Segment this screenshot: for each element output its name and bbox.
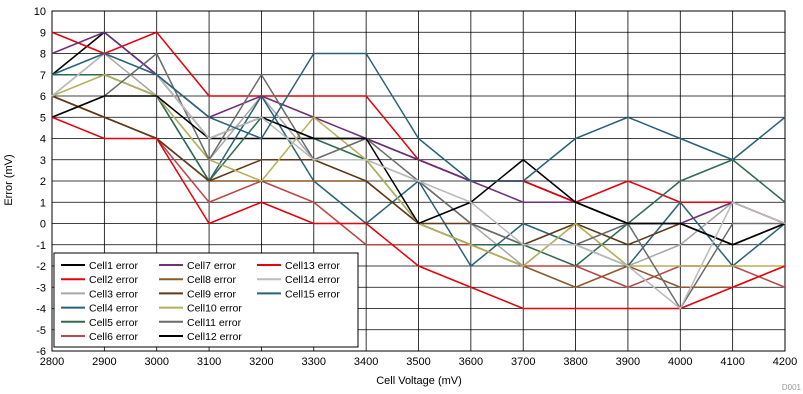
y-tick-label: 3	[40, 155, 46, 167]
x-tick-label: 3700	[511, 356, 535, 368]
legend-label: Cell12 error	[187, 331, 242, 343]
y-axis-label: Error (mV)	[3, 154, 15, 205]
series-line-6	[51, 95, 786, 288]
legend-label: Cell3 error	[89, 288, 139, 300]
y-tick-label: 1	[40, 197, 46, 209]
legend-label: Cell1 error	[89, 260, 139, 272]
y-tick-label: 5	[40, 112, 46, 124]
x-tick-label: 3900	[616, 356, 640, 368]
legend-entry: Cell10 error	[159, 303, 242, 315]
legend-entry: Cell8 error	[159, 274, 237, 286]
y-tick-label: 6	[40, 91, 46, 103]
y-tick-label: -1	[36, 240, 46, 252]
legend-entry: Cell13 error	[257, 260, 340, 272]
x-tick-label: 4200	[773, 356, 797, 368]
y-tick-label: -3	[36, 282, 46, 294]
legend-entry: Cell6 error	[61, 331, 139, 343]
legend: Cell1 error Cell2 error Cell3 error Cell4 e…	[53, 252, 359, 348]
x-tick-label: 3200	[249, 356, 273, 368]
series-line-15	[51, 52, 786, 182]
legend-entry: Cell1 error	[61, 260, 139, 272]
series-line-12	[51, 95, 786, 246]
x-tick-label: 3300	[302, 356, 326, 368]
legend-label: Cell6 error	[89, 331, 139, 343]
y-tick-label: -2	[36, 261, 46, 273]
figure-id: D001	[782, 383, 802, 392]
y-tick-label: -5	[36, 325, 46, 337]
x-tick-label: 2900	[92, 356, 116, 368]
y-tick-label: 10	[34, 6, 46, 18]
legend-label: Cell14 error	[285, 274, 340, 286]
legend-label: Cell9 error	[187, 288, 237, 300]
y-tick-label: -4	[36, 304, 46, 316]
x-tick-label: 3100	[197, 356, 221, 368]
legend-entry: Cell4 error	[61, 303, 139, 315]
series-lines	[51, 31, 786, 310]
legend-label: Cell4 error	[89, 303, 139, 315]
legend-entry: Cell9 error	[159, 288, 237, 300]
legend-box	[53, 252, 359, 348]
y-tick-label: 0	[40, 219, 46, 231]
y-axis-ticks: -6 -5 -4 -3 -2 -1 0 1 2 3 4 5 6 7 8 9 10	[34, 6, 46, 358]
y-tick-label: 4	[40, 134, 46, 146]
legend-label: Cell7 error	[187, 260, 237, 272]
legend-label: Cell15 error	[285, 288, 340, 300]
legend-entry: Cell11 error	[159, 317, 242, 329]
x-tick-label: 4000	[668, 356, 692, 368]
legend-entry: Cell14 error	[257, 274, 340, 286]
legend-label: Cell5 error	[89, 317, 139, 329]
x-axis-ticks: 2800 2900 3000 3100 3200 3300 3400 3500 3600 3700…	[40, 356, 797, 368]
x-tick-label: 3500	[406, 356, 430, 368]
series-line-13	[51, 116, 786, 310]
legend-entry: Cell5 error	[61, 317, 139, 329]
legend-label: Cell10 error	[187, 303, 242, 315]
legend-label: Cell2 error	[89, 274, 139, 286]
legend-label: Cell8 error	[187, 274, 237, 286]
series-line-14	[51, 52, 786, 310]
x-tick-label: 2800	[40, 356, 64, 368]
y-tick-label: 7	[40, 70, 46, 82]
y-tick-label: 9	[40, 27, 46, 39]
x-axis-label: Cell Voltage (mV)	[376, 375, 462, 387]
y-tick-label: 8	[40, 49, 46, 61]
x-tick-label: 3800	[563, 356, 587, 368]
legend-entry: Cell3 error	[61, 288, 139, 300]
x-tick-label: 3400	[354, 356, 378, 368]
x-tick-label: 4100	[720, 356, 744, 368]
legend-entry: Cell2 error	[61, 274, 139, 286]
x-tick-label: 3000	[144, 356, 168, 368]
legend-entry: Cell15 error	[257, 288, 340, 300]
x-tick-label: 3600	[459, 356, 483, 368]
legend-label: Cell13 error	[285, 260, 340, 272]
legend-label: Cell11 error	[187, 317, 242, 329]
y-tick-label: -6	[36, 346, 46, 358]
legend-entry: Cell7 error	[159, 260, 237, 272]
y-tick-label: 2	[40, 176, 46, 188]
legend-entry: Cell12 error	[159, 331, 242, 343]
